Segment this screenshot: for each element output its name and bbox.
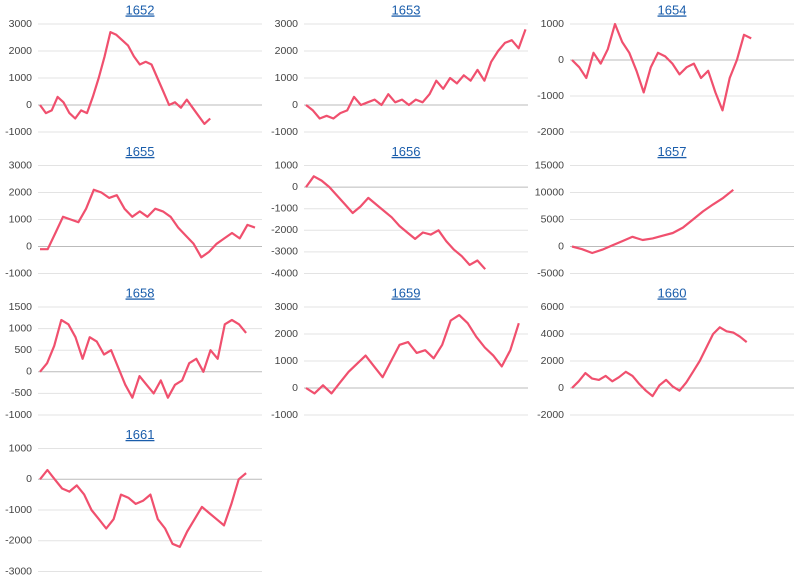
y-tick-label: -1000: [5, 126, 32, 138]
chart-title[interactable]: 1658: [126, 285, 155, 300]
y-tick-label: -1000: [5, 504, 32, 516]
y-tick-label: -1000: [5, 409, 32, 421]
y-tick-label: 2000: [541, 355, 565, 367]
y-tick-label: 2000: [9, 45, 33, 57]
y-tick-label: 4000: [541, 328, 565, 340]
chart-title[interactable]: 1657: [658, 144, 687, 159]
y-tick-label: -1000: [537, 90, 564, 102]
y-tick-label: -1000: [5, 267, 32, 279]
y-tick-label: 0: [292, 382, 298, 394]
y-tick-label: 2000: [9, 186, 33, 198]
chart-title[interactable]: 1660: [658, 285, 687, 300]
y-tick-label: -2000: [5, 535, 32, 547]
y-tick-label: 0: [26, 366, 32, 378]
y-tick-label: 3000: [9, 18, 33, 30]
y-tick-label: 1000: [541, 18, 565, 30]
data-line: [571, 22, 752, 112]
y-tick-label: 0: [26, 473, 32, 485]
y-tick-label: 1000: [9, 442, 33, 454]
data-line: [305, 175, 487, 270]
data-line: [39, 31, 211, 125]
chart-title[interactable]: 1653: [392, 2, 421, 17]
y-tick-label: -1000: [271, 409, 298, 421]
data-line: [40, 188, 256, 259]
y-tick-label: 2000: [275, 328, 299, 340]
y-tick-label: 1000: [9, 322, 33, 334]
data-line: [305, 29, 527, 120]
y-tick-label: 0: [558, 240, 564, 252]
data-line: [305, 314, 520, 395]
y-tick-label: -5000: [537, 267, 564, 279]
y-tick-label: -3000: [5, 565, 32, 577]
y-tick-label: -1000: [271, 126, 298, 138]
y-tick-label: -2000: [271, 224, 298, 236]
chart-title[interactable]: 1661: [126, 427, 155, 442]
y-tick-label: 1500: [9, 301, 33, 313]
chart-title[interactable]: 1655: [126, 144, 155, 159]
y-tick-label: 3000: [9, 159, 33, 171]
y-tick-label: 15000: [535, 159, 564, 171]
y-tick-label: -3000: [271, 246, 298, 258]
y-tick-label: 0: [26, 240, 32, 252]
y-tick-label: 5000: [541, 213, 565, 225]
y-tick-label: 0: [292, 99, 298, 111]
y-tick-label: 0: [26, 99, 32, 111]
chart-title[interactable]: 1659: [392, 285, 421, 300]
y-tick-label: 6000: [541, 301, 565, 313]
y-tick-label: 0: [558, 54, 564, 66]
chart-title[interactable]: 1654: [658, 2, 687, 17]
y-tick-label: 0: [558, 382, 564, 394]
y-tick-label: 10000: [535, 186, 564, 198]
y-tick-label: 1000: [9, 72, 33, 84]
y-tick-label: 3000: [275, 301, 299, 313]
y-tick-label: 1000: [275, 72, 299, 84]
chart-title[interactable]: 1652: [126, 2, 155, 17]
y-tick-label: -2000: [537, 126, 564, 138]
y-tick-label: 0: [292, 181, 298, 193]
chart-title[interactable]: 1656: [392, 144, 421, 159]
data-line: [39, 318, 247, 399]
y-tick-label: -500: [11, 387, 32, 399]
y-tick-label: -2000: [537, 409, 564, 421]
y-tick-label: 500: [14, 344, 32, 356]
y-tick-label: -4000: [271, 267, 298, 279]
y-tick-label: 3000: [275, 18, 299, 30]
y-tick-label: 1000: [275, 159, 299, 171]
y-tick-label: 1000: [275, 355, 299, 367]
data-line: [571, 326, 748, 398]
y-tick-label: 2000: [275, 45, 299, 57]
data-line: [39, 468, 247, 548]
y-tick-label: -1000: [271, 202, 298, 214]
data-line: [571, 188, 734, 255]
y-tick-label: 1000: [9, 213, 33, 225]
